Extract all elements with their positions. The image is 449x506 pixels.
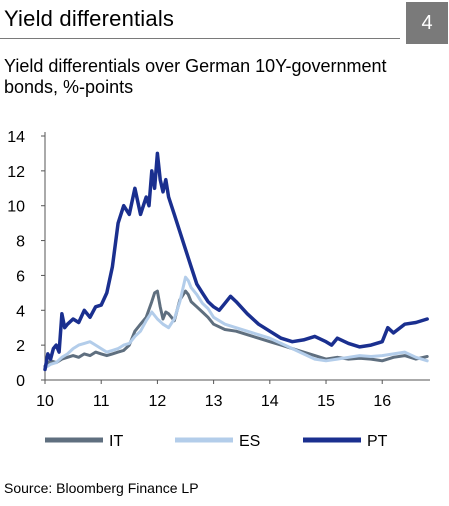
chart-header: Yield differentials 4	[0, 0, 449, 44]
yield-differential-chart: 0 2 4 6 8 10 12 14 10 11 12 13 14 15 16 IT ES PT	[7, 129, 430, 450]
chart-subtitle: Yield differentials over German 10Y-gove…	[4, 56, 387, 97]
y-tick-label: 12	[7, 164, 25, 181]
x-tick-label: 10	[36, 393, 54, 410]
y-tick-label: 0	[16, 373, 25, 390]
x-tick-label: 16	[373, 393, 391, 410]
y-tick-label: 8	[16, 234, 25, 251]
header-divider	[0, 38, 400, 39]
y-tick-label: 6	[16, 268, 25, 285]
figure-number-badge: 4	[406, 2, 448, 44]
source-note: Source: Bloomberg Finance LP	[4, 480, 199, 496]
y-tick-label: 4	[16, 303, 25, 320]
legend-label-it: IT	[109, 433, 123, 450]
legend-label-pt: PT	[367, 433, 388, 450]
legend-label-es: ES	[239, 433, 260, 450]
x-tick-label: 13	[205, 393, 223, 410]
y-tick-label: 14	[7, 129, 25, 146]
chart-heading: Yield differentials	[4, 6, 175, 31]
y-tick-label: 10	[7, 199, 25, 216]
y-tick-label: 2	[16, 338, 25, 355]
series-line-pt	[43, 151, 429, 372]
x-tick-label: 15	[317, 393, 335, 410]
x-tick-label: 14	[261, 393, 279, 410]
series-line-es	[43, 275, 429, 370]
x-tick-label: 11	[93, 393, 110, 410]
x-tick-label: 12	[149, 393, 167, 410]
